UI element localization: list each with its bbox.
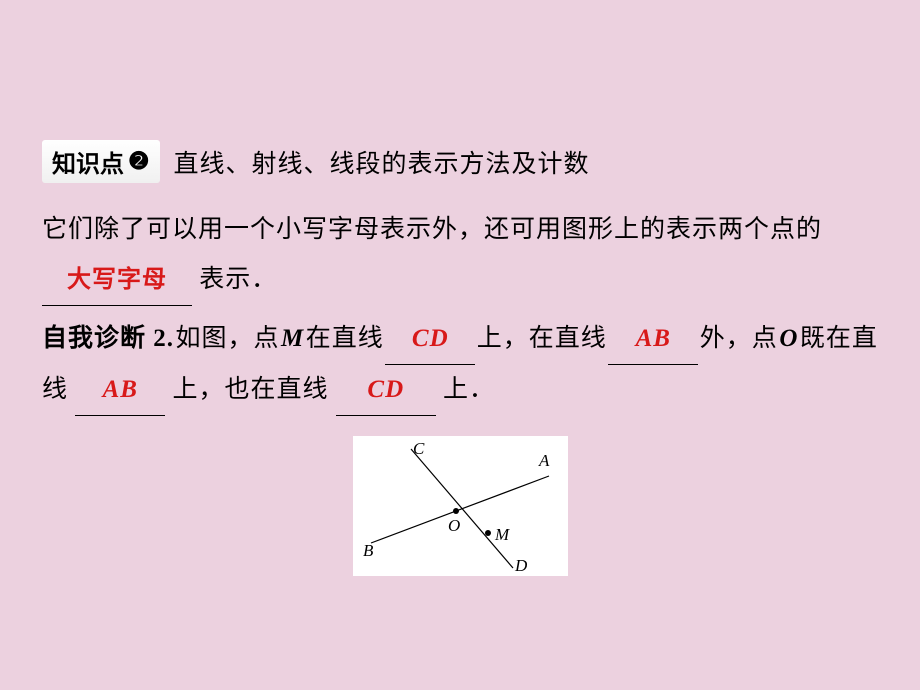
p2-t8: 上． <box>443 376 495 403</box>
geometry-diagram: A B C D O M <box>353 436 568 576</box>
heading-row: 知识点 ❷ 直线、射线、线段的表示方法及计数 <box>42 140 878 183</box>
label-O: O <box>448 516 460 535</box>
paragraph-2-line1: 自我诊断 2. 如图，点 M 在直线 CD 上，在直线 AB 外，点 O 既在直 <box>42 314 878 365</box>
para1-text2: 表示． <box>199 266 277 293</box>
label-A: A <box>538 451 550 470</box>
blank-1: 大写字母 <box>42 255 192 306</box>
answer-ab-2: AB <box>103 376 138 403</box>
point-M-dot <box>485 530 491 536</box>
p2-t6: 线 <box>42 376 68 403</box>
point-O-dot <box>453 508 459 514</box>
p2-t2: 在直线 <box>306 314 384 364</box>
p2-t5: 既在直 <box>800 314 878 364</box>
badge-number: ❷ <box>128 147 150 176</box>
blank-ab1: AB <box>608 314 698 365</box>
paragraph-1b: 大写字母 表示． <box>42 255 878 306</box>
paragraph-2-line2: 线 AB 上，也在直线 CD 上． <box>42 365 878 416</box>
answer-ab-1: AB <box>636 325 671 352</box>
blank-cd1: CD <box>385 314 475 365</box>
answer-capital-letter: 大写字母 <box>67 266 167 293</box>
label-D: D <box>514 556 528 575</box>
para1-text1: 它们除了可以用一个小写字母表示外，还可用图形上的表示两个点的 <box>42 216 822 243</box>
line-CD <box>411 449 513 568</box>
diagram-svg: A B C D O M <box>353 436 568 576</box>
slide-content: 知识点 ❷ 直线、射线、线段的表示方法及计数 它们除了可以用一个小写字母表示外，… <box>0 0 920 576</box>
badge-label: 知识点 <box>52 144 124 179</box>
p2-t4: 外，点 <box>700 314 778 364</box>
section-heading: 直线、射线、线段的表示方法及计数 <box>174 144 590 180</box>
knowledge-badge: 知识点 ❷ <box>42 140 160 183</box>
blank-cd2: CD <box>336 365 436 416</box>
label-C: C <box>413 439 425 458</box>
label-B: B <box>363 541 374 560</box>
paragraph-1: 它们除了可以用一个小写字母表示外，还可用图形上的表示两个点的 <box>42 205 878 255</box>
answer-cd-1: CD <box>412 325 449 352</box>
label-M: M <box>494 525 510 544</box>
p2-t3: 上，在直线 <box>477 314 607 364</box>
self-check-label: 自我诊断 2. <box>42 314 174 364</box>
point-O: O <box>779 314 798 364</box>
point-M: M <box>281 314 304 364</box>
blank-ab2: AB <box>75 365 165 416</box>
p2-t1: 如图，点 <box>176 314 280 364</box>
p2-t7: 上，也在直线 <box>173 376 329 403</box>
answer-cd-2: CD <box>367 376 404 403</box>
